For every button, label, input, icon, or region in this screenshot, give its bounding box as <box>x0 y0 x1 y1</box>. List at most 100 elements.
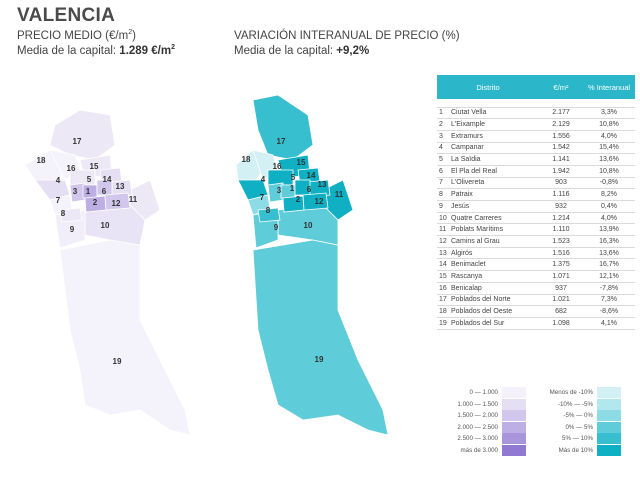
district-12-shape <box>302 192 329 211</box>
district-number: 7 <box>437 177 449 190</box>
district-variation: 16,3% <box>583 235 635 248</box>
table-row: 10 Quatre Carreres 1.214 4,0% <box>437 212 635 225</box>
table-row: 11 Poblats Marítims 1.110 13,9% <box>437 223 635 237</box>
map-label: 5 <box>291 173 296 182</box>
table-row: 13 Algirós 1.516 13,6% <box>437 247 635 260</box>
map-label: 14 <box>307 171 316 180</box>
legend-label: 0 — 1.000 <box>469 389 498 397</box>
map-label: 10 <box>304 221 313 230</box>
legend-swatch <box>597 387 621 399</box>
district-19-shape <box>59 239 191 436</box>
table-row: 12 Camins al Grau 1.523 16,3% <box>437 235 635 248</box>
col-header-district: Distrito <box>437 75 539 99</box>
map-label: 17 <box>73 137 82 146</box>
legend-label: -5% — 0% <box>563 412 593 420</box>
legend-label: 0% — 5% <box>565 423 593 431</box>
district-number: 6 <box>437 165 449 178</box>
map-label: 11 <box>129 195 138 204</box>
district-name: Jesús <box>449 200 539 213</box>
district-variation: 0,4% <box>583 200 635 213</box>
district-price: 682 <box>539 305 583 318</box>
district-variation: 4,0% <box>583 212 635 225</box>
district-variation: 13,6% <box>583 247 635 260</box>
district-price: 1.116 <box>539 188 583 201</box>
table-row: 7 L'Olivereta 903 -0,8% <box>437 177 635 190</box>
district-variation: 10,8% <box>583 165 635 178</box>
district-name: Ciutat Vella <box>449 107 539 120</box>
district-name: Benimaclet <box>449 258 539 272</box>
district-8-shape <box>257 207 281 223</box>
price-average: Media de la capital: 1.289 €/m2 <box>17 44 175 57</box>
district-number: 14 <box>437 258 449 272</box>
price-heading: PRECIO MEDIO (€/m2) <box>17 29 136 42</box>
variation-heading: VARIACIÓN INTERANUAL DE PRECIO (%) <box>234 30 460 42</box>
table-row: 1 Ciutat Vella 2.177 3,3% <box>437 107 635 120</box>
district-number: 8 <box>437 188 449 201</box>
district-number: 10 <box>437 212 449 225</box>
table-row: 8 Patraix 1.116 8,2% <box>437 188 635 201</box>
legend-label: 1.500 — 2.000 <box>457 412 498 420</box>
district-name: La Saïdia <box>449 153 539 166</box>
district-variation: -7,8% <box>583 282 635 295</box>
district-5-shape <box>267 169 294 186</box>
district-number: 16 <box>437 282 449 295</box>
district-variation: 3,3% <box>583 107 635 120</box>
legend-swatch <box>502 387 526 399</box>
district-variation: 4,1% <box>583 317 635 330</box>
district-number: 1 <box>437 107 449 120</box>
table-row: 17 Poblados del Norte 1.021 7,3% <box>437 294 635 307</box>
legend-row: 5% — 10% <box>541 433 621 445</box>
district-variation: 10,8% <box>583 118 635 131</box>
map-label: 15 <box>297 158 306 167</box>
legend-label: 5% — 10% <box>562 435 593 443</box>
district-name: Extramurs <box>449 130 539 143</box>
legend-label: Menos de -10% <box>549 389 593 397</box>
district-name: Poblados del Sur <box>449 317 539 330</box>
legend-row: 2.000 — 2.500 <box>438 421 526 434</box>
map-label: 3 <box>73 187 78 196</box>
district-name: Rascanya <box>449 270 539 283</box>
map-label: 12 <box>112 199 121 208</box>
map-label: 1 <box>86 187 91 196</box>
legend-swatch <box>597 421 621 433</box>
legend-label: Más de 10% <box>558 446 593 454</box>
map-label: 18 <box>242 155 251 164</box>
district-variation: -8,6% <box>583 305 635 318</box>
legend-row: Menos de -10% <box>541 387 621 399</box>
district-name: L'Eixample <box>449 118 539 131</box>
district-number: 3 <box>437 130 449 143</box>
district-8-shape <box>59 207 83 223</box>
district-number: 12 <box>437 235 449 248</box>
legend-swatch <box>597 410 621 422</box>
map-label: 18 <box>37 156 46 165</box>
district-number: 2 <box>437 118 449 131</box>
map-label: 6 <box>307 185 312 194</box>
map-label: 2 <box>93 198 98 207</box>
district-name: Poblados del Oeste <box>449 305 539 318</box>
district-table: Distrito €/m² % Interanual 1 Ciutat Vella… <box>437 75 635 330</box>
legend-swatch <box>502 410 526 422</box>
legend-swatch <box>502 433 526 445</box>
district-variation: 7,3% <box>583 294 635 307</box>
legend-label: -10% — -5% <box>557 400 593 408</box>
map-label: 17 <box>277 137 286 146</box>
map-label: 16 <box>273 162 282 171</box>
district-2-shape <box>282 195 305 213</box>
district-price: 1.214 <box>539 212 583 225</box>
table-row: 16 Benicalap 937 -7,8% <box>437 282 635 295</box>
variation-average: Media de la capital: +9,2% <box>234 45 370 57</box>
legend-swatch <box>597 444 621 456</box>
map-label: 8 <box>61 209 66 218</box>
table-row: 9 Jesús 932 0,4% <box>437 200 635 213</box>
map-label: 2 <box>296 195 301 204</box>
district-price: 1.110 <box>539 223 583 237</box>
district-price: 937 <box>539 282 583 295</box>
district-variation: 4,0% <box>583 130 635 143</box>
legend-row: 0 — 1.000 <box>438 387 526 399</box>
price-legend: 0 — 1.000 1.000 — 1.500 1.500 — 2.000 2.000… <box>438 387 526 456</box>
district-price: 1.021 <box>539 294 583 307</box>
district-name: Poblados del Norte <box>449 294 539 307</box>
table-row: 5 La Saïdia 1.141 13,6% <box>437 153 635 166</box>
map-label: 13 <box>116 182 125 191</box>
table-row: 14 Benimaclet 1.375 16,7% <box>437 258 635 272</box>
